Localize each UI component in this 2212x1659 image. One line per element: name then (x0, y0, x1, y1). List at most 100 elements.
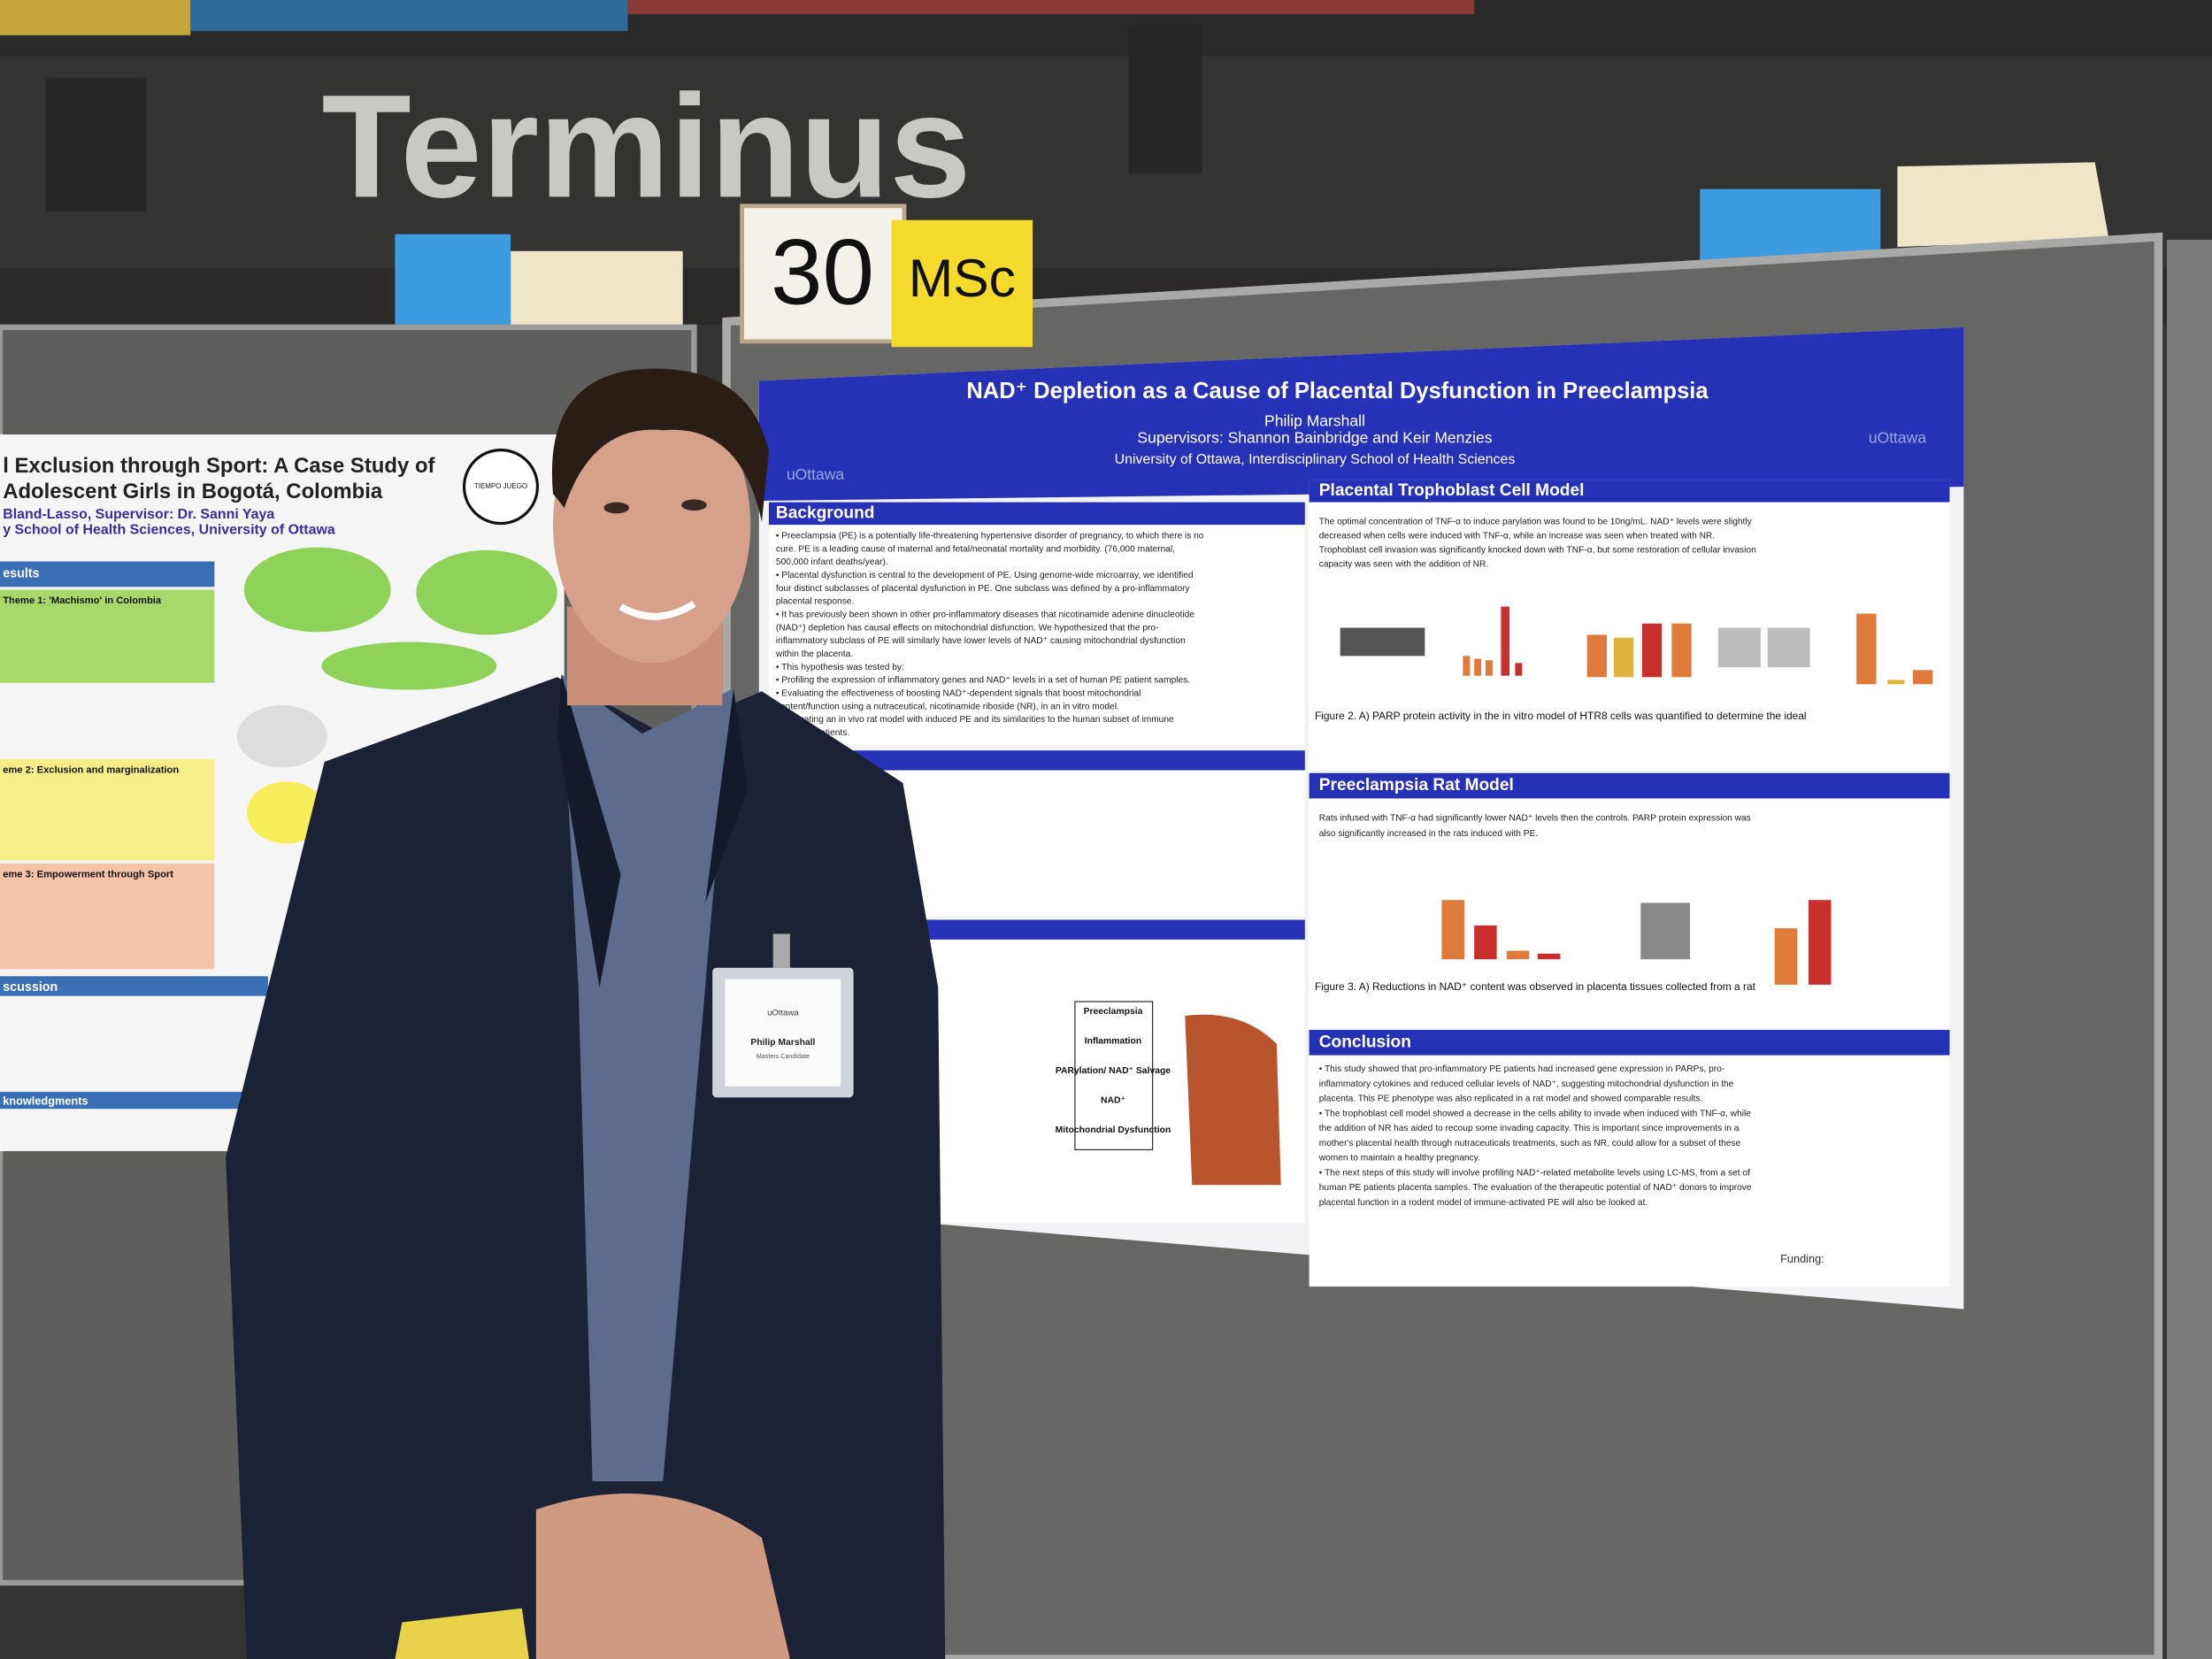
wall-lamp (45, 77, 147, 212)
bar (1912, 670, 1933, 685)
body-line: four distinct subclasses of placental dy… (776, 584, 1191, 594)
bar (1537, 953, 1561, 960)
left-heading: scussion (3, 980, 58, 995)
left-heading: knowledgments (3, 1094, 88, 1108)
left-poster-affiliation: y School of Health Sciences, University … (3, 523, 335, 538)
bar (1774, 928, 1798, 985)
body-line: cure. PE is a leading cause of maternal … (776, 544, 1175, 554)
bar (1856, 613, 1877, 685)
body-line: • The next steps of this study will invo… (1319, 1168, 1750, 1178)
left-poster-logo-mark (462, 449, 540, 526)
body-line: also significantly increased in the rats… (1319, 829, 1538, 839)
western-blot (1340, 627, 1425, 657)
body-line: (NAD⁺) depletion has causal effects on m… (776, 623, 1159, 633)
left-poster-title: l Exclusion through Sport: A Case Study … (3, 454, 434, 478)
body-line: • It has previously been shown in other … (776, 611, 1194, 620)
body-line: capacity was seen with the addition of N… (1319, 559, 1488, 569)
quote-bubble (321, 641, 497, 690)
bar (1515, 663, 1523, 676)
bar (1485, 660, 1493, 676)
badge-card (725, 979, 841, 1087)
badge-clip (772, 933, 790, 968)
diagram: Preeclampsia Inflammation PARylation/ NAD⁺… (1056, 1001, 1171, 1151)
bar (1474, 658, 1482, 676)
bar (1809, 900, 1832, 985)
body-line: • Evaluating the effectiveness of boosti… (776, 688, 1141, 698)
left-heading: eme 3: Empowerment through Sport (3, 869, 173, 879)
paper (1897, 162, 2109, 248)
color-panel (190, 0, 628, 32)
section-bar (1309, 480, 1950, 503)
body-line: placental response. (776, 597, 854, 607)
bar (1501, 606, 1509, 676)
quote-bubble (247, 781, 326, 844)
poster-logo: uOttawa (1869, 428, 1926, 446)
section-text: • Preeclampsia (PE) is a potentially lif… (775, 532, 1204, 738)
bar (1463, 656, 1471, 676)
left-section-bar (0, 976, 268, 996)
badge-role: Masters Candidate (757, 1053, 810, 1060)
body-line: • Placental dysfunction is central to th… (776, 571, 1194, 580)
body-line: mother's placental health through nutrac… (1319, 1139, 1741, 1148)
poster-affiliation: University of Ottawa, Interdisciplinary … (1115, 452, 1516, 467)
body-line: inflammatory subclass of PE will similar… (776, 636, 1186, 646)
body-line: Trophoblast cell invasion was significan… (1319, 545, 1756, 555)
figure-bars (1340, 606, 1933, 685)
lapel (557, 674, 621, 988)
body-line: decreased when cells were induced with T… (1319, 532, 1715, 541)
figure-bars (1441, 900, 1832, 985)
left-poster-logo: TIEMPO JUEGO (474, 482, 527, 490)
body-line: • This hypothesis was tested by: (776, 663, 904, 672)
body-line: • The trophoblast cell model showed a de… (1319, 1109, 1751, 1118)
bar (1441, 900, 1464, 960)
venue-sign: Terminus (322, 65, 972, 228)
diagram-label: NAD⁺ (1101, 1095, 1125, 1105)
left-poster-authors: Bland-Lasso, Supervisor: Dr. Sanni Yaya (3, 507, 274, 522)
body-line: within the placenta. (775, 649, 853, 659)
bar (1887, 680, 1905, 685)
section-box (768, 502, 1305, 745)
body-line: human PE patients placenta samples. The … (1319, 1183, 1752, 1193)
bar (1474, 925, 1497, 960)
board-edge (2166, 240, 2212, 1659)
diagram-label: Preeclampsia (1084, 1007, 1143, 1017)
hair (551, 368, 769, 522)
bar (1586, 634, 1608, 678)
body-line: • This study showed that pro-inflammator… (1319, 1064, 1724, 1074)
poster-author: Philip Marshall (1264, 411, 1365, 429)
diagram-label: PARylation/ NAD⁺ Salvage (1056, 1066, 1171, 1076)
smile (618, 600, 696, 620)
bar (1613, 637, 1634, 678)
left-theme-box (0, 758, 215, 861)
badge-institution: uOttawa (767, 1008, 799, 1018)
bar (1671, 623, 1692, 678)
section-bar (1309, 772, 1950, 799)
body-line: • Preeclampsia (PE) is a potentially lif… (776, 532, 1204, 541)
section-bar (768, 750, 1305, 771)
section-heading: Conclusion (1319, 1033, 1411, 1051)
western-blot (1640, 902, 1691, 960)
left-section-bar (0, 1092, 268, 1110)
body-line: • Evaluating an in vivo rat model with i… (776, 715, 1174, 725)
section-bar (1309, 1029, 1950, 1056)
diagram-box (1074, 1001, 1154, 1151)
degree-card (891, 219, 1033, 348)
badge-name: Philip Marshall (750, 1038, 815, 1048)
diagram-label: Mitochondrial Dysfunction (1056, 1125, 1171, 1135)
bar (1506, 950, 1530, 960)
body-line: Rats infused with TNF-α had significantl… (1319, 813, 1751, 823)
left-heading: Theme 1: 'Machismo' in Colombia (3, 595, 162, 606)
section-box (1309, 1029, 1950, 1287)
funding-label: Funding: (1780, 1252, 1824, 1265)
left-section-bar (0, 561, 215, 588)
body-line: women to maintain a healthy pregnancy. (1318, 1154, 1480, 1164)
wall-lamp (1128, 25, 1202, 174)
poster-title: NAD⁺ Depletion as a Cause of Placental D… (966, 379, 1709, 403)
micrograph (1767, 627, 1810, 668)
figure-caption: Figure 3. A) Reductions in NAD⁺ content … (1315, 980, 1756, 993)
poster-logo: uOttawa (787, 465, 844, 483)
eye (603, 502, 630, 514)
body-line: 500,000 infant deaths/year). (776, 557, 888, 567)
